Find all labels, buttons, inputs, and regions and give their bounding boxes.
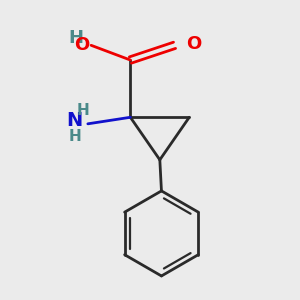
Text: N: N xyxy=(67,111,83,130)
Text: O: O xyxy=(186,35,201,53)
Text: O: O xyxy=(74,36,89,54)
Text: H: H xyxy=(68,129,81,144)
Text: H: H xyxy=(68,29,83,47)
Text: H: H xyxy=(76,103,89,118)
